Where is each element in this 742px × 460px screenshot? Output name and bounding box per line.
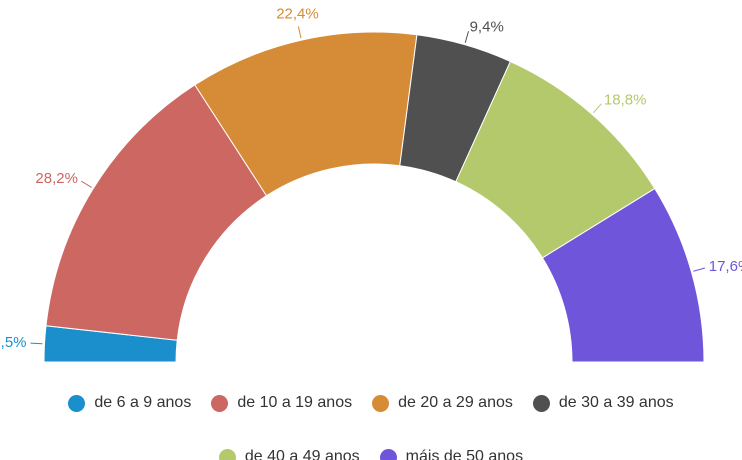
slice	[45, 84, 268, 341]
data-label: 9,4%	[470, 18, 504, 35]
leader-line	[297, 26, 302, 39]
legend-item[interactable]: de 6 a 9 anos	[68, 392, 191, 414]
legend-label: de 20 a 29 anos	[398, 394, 513, 411]
data-label: 28,2%	[35, 170, 78, 187]
legend-swatch	[211, 394, 229, 412]
legend-swatch	[218, 448, 236, 460]
slice	[541, 187, 705, 363]
legend-swatch	[372, 394, 390, 412]
legend-label: de 10 a 19 anos	[237, 394, 353, 411]
data-label: 3,5%	[0, 334, 27, 351]
data-label: 18,8%	[604, 92, 647, 109]
legend-item[interactable]: de 10 a 19 anos	[211, 392, 352, 414]
legend-label: de 40 a 49 anos	[244, 448, 360, 460]
leader-line	[693, 267, 706, 272]
leader-line	[81, 180, 92, 188]
legend: de 6 a 9 anos de 10 a 19 anos de 20 a 29 a…	[20, 392, 722, 460]
legend-label: de 6 a 9 anos	[94, 394, 192, 411]
legend-item[interactable]: máis de 50 anos	[379, 446, 524, 460]
legend-swatch	[68, 394, 86, 412]
leader-line	[30, 342, 43, 345]
legend-item[interactable]: de 40 a 49 anos	[218, 446, 360, 460]
chart: 3,5% 28,2% 22,4% 9,4% 18,8% 17,6%	[0, 5, 742, 363]
legend-item[interactable]: de 30 a 39 anos	[532, 392, 674, 414]
legend-label: de 30 a 39 anos	[558, 394, 674, 411]
legend-swatch	[379, 448, 397, 460]
legend-swatch	[532, 394, 550, 412]
data-label: 22,4%	[276, 5, 319, 22]
leader-line	[464, 31, 469, 43]
leader-line	[592, 103, 602, 114]
legend-label: máis de 50 anos	[405, 448, 524, 460]
legend-item[interactable]: de 20 a 29 anos	[372, 392, 513, 414]
data-label: 17,6%	[709, 258, 742, 275]
